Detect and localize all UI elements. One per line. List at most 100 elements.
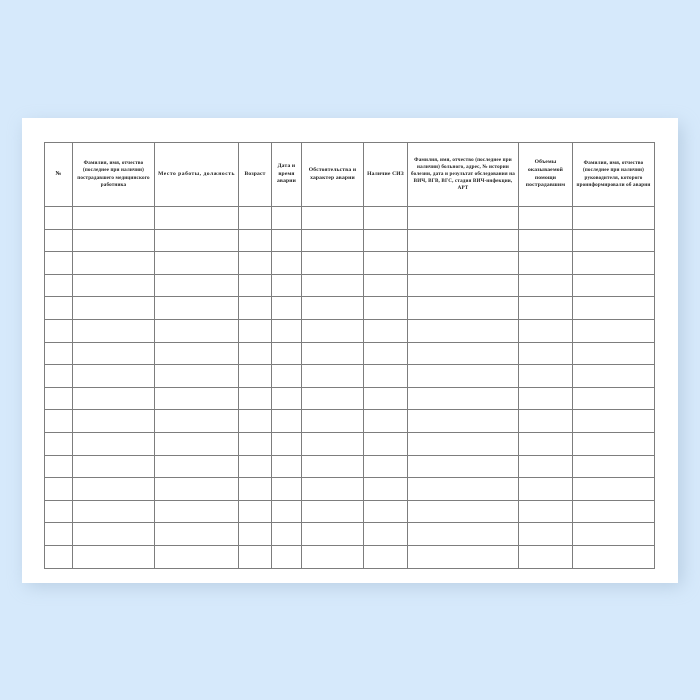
table-cell-ppe[interactable] xyxy=(363,431,408,456)
table-cell-chief_name[interactable] xyxy=(572,386,655,411)
table-cell-num[interactable] xyxy=(44,206,73,230)
table-cell-workplace[interactable] xyxy=(154,386,239,411)
table-cell-patient_info[interactable] xyxy=(407,499,519,524)
table-cell-patient_info[interactable] xyxy=(407,251,519,275)
table-cell-aid_volume[interactable] xyxy=(518,251,573,275)
table-cell-datetime[interactable] xyxy=(271,296,302,320)
table-cell-age[interactable] xyxy=(238,522,272,546)
table-cell-worker_name[interactable] xyxy=(72,364,155,388)
table-cell-patient_info[interactable] xyxy=(407,409,519,433)
table-cell-circumstances[interactable] xyxy=(301,228,364,253)
table-cell-aid_volume[interactable] xyxy=(518,318,573,343)
table-cell-datetime[interactable] xyxy=(271,431,302,456)
table-cell-chief_name[interactable] xyxy=(572,409,655,433)
table-cell-worker_name[interactable] xyxy=(72,386,155,411)
table-cell-datetime[interactable] xyxy=(271,522,302,546)
table-cell-worker_name[interactable] xyxy=(72,296,155,320)
table-cell-workplace[interactable] xyxy=(154,431,239,456)
table-cell-aid_volume[interactable] xyxy=(518,273,573,298)
table-cell-age[interactable] xyxy=(238,409,272,433)
table-cell-age[interactable] xyxy=(238,341,272,366)
table-cell-patient_info[interactable] xyxy=(407,206,519,230)
table-cell-age[interactable] xyxy=(238,318,272,343)
table-cell-ppe[interactable] xyxy=(363,273,408,298)
table-cell-workplace[interactable] xyxy=(154,364,239,388)
table-cell-aid_volume[interactable] xyxy=(518,206,573,230)
table-cell-datetime[interactable] xyxy=(271,454,302,479)
table-cell-ppe[interactable] xyxy=(363,296,408,320)
table-cell-chief_name[interactable] xyxy=(572,228,655,253)
table-cell-num[interactable] xyxy=(44,251,73,275)
table-cell-num[interactable] xyxy=(44,386,73,411)
table-cell-ppe[interactable] xyxy=(363,409,408,433)
table-cell-age[interactable] xyxy=(238,273,272,298)
table-cell-datetime[interactable] xyxy=(271,477,302,501)
table-cell-patient_info[interactable] xyxy=(407,386,519,411)
table-cell-circumstances[interactable] xyxy=(301,318,364,343)
table-cell-num[interactable] xyxy=(44,318,73,343)
table-row[interactable] xyxy=(44,341,655,366)
table-cell-patient_info[interactable] xyxy=(407,341,519,366)
table-cell-circumstances[interactable] xyxy=(301,522,364,546)
table-cell-patient_info[interactable] xyxy=(407,318,519,343)
table-cell-chief_name[interactable] xyxy=(572,454,655,479)
table-cell-ppe[interactable] xyxy=(363,341,408,366)
table-cell-aid_volume[interactable] xyxy=(518,296,573,320)
table-cell-patient_info[interactable] xyxy=(407,454,519,479)
table-row[interactable] xyxy=(44,228,655,253)
table-cell-worker_name[interactable] xyxy=(72,544,155,569)
table-cell-chief_name[interactable] xyxy=(572,364,655,388)
table-cell-chief_name[interactable] xyxy=(572,499,655,524)
table-cell-datetime[interactable] xyxy=(271,206,302,230)
table-cell-chief_name[interactable] xyxy=(572,296,655,320)
table-cell-workplace[interactable] xyxy=(154,544,239,569)
table-cell-patient_info[interactable] xyxy=(407,364,519,388)
table-cell-chief_name[interactable] xyxy=(572,206,655,230)
table-row[interactable] xyxy=(44,409,655,433)
table-cell-circumstances[interactable] xyxy=(301,251,364,275)
table-cell-aid_volume[interactable] xyxy=(518,544,573,569)
table-cell-age[interactable] xyxy=(238,228,272,253)
table-cell-worker_name[interactable] xyxy=(72,431,155,456)
table-cell-age[interactable] xyxy=(238,206,272,230)
table-cell-aid_volume[interactable] xyxy=(518,386,573,411)
table-cell-workplace[interactable] xyxy=(154,522,239,546)
table-cell-num[interactable] xyxy=(44,409,73,433)
table-cell-ppe[interactable] xyxy=(363,206,408,230)
table-row[interactable] xyxy=(44,296,655,320)
table-cell-workplace[interactable] xyxy=(154,409,239,433)
table-cell-aid_volume[interactable] xyxy=(518,499,573,524)
table-cell-circumstances[interactable] xyxy=(301,364,364,388)
table-row[interactable] xyxy=(44,206,655,230)
table-cell-workplace[interactable] xyxy=(154,251,239,275)
table-cell-workplace[interactable] xyxy=(154,499,239,524)
table-cell-worker_name[interactable] xyxy=(72,409,155,433)
table-cell-datetime[interactable] xyxy=(271,499,302,524)
table-cell-num[interactable] xyxy=(44,522,73,546)
table-cell-worker_name[interactable] xyxy=(72,228,155,253)
table-cell-workplace[interactable] xyxy=(154,228,239,253)
table-cell-workplace[interactable] xyxy=(154,296,239,320)
table-row[interactable] xyxy=(44,431,655,456)
table-cell-ppe[interactable] xyxy=(363,251,408,275)
table-cell-circumstances[interactable] xyxy=(301,499,364,524)
table-cell-worker_name[interactable] xyxy=(72,273,155,298)
table-cell-patient_info[interactable] xyxy=(407,228,519,253)
table-cell-num[interactable] xyxy=(44,296,73,320)
table-cell-circumstances[interactable] xyxy=(301,341,364,366)
table-cell-age[interactable] xyxy=(238,251,272,275)
table-cell-datetime[interactable] xyxy=(271,364,302,388)
table-cell-num[interactable] xyxy=(44,499,73,524)
table-cell-workplace[interactable] xyxy=(154,477,239,501)
table-cell-circumstances[interactable] xyxy=(301,431,364,456)
table-cell-chief_name[interactable] xyxy=(572,544,655,569)
table-cell-aid_volume[interactable] xyxy=(518,431,573,456)
table-cell-ppe[interactable] xyxy=(363,454,408,479)
table-cell-num[interactable] xyxy=(44,273,73,298)
table-row[interactable] xyxy=(44,251,655,275)
table-row[interactable] xyxy=(44,273,655,298)
table-cell-worker_name[interactable] xyxy=(72,318,155,343)
table-cell-worker_name[interactable] xyxy=(72,477,155,501)
table-cell-num[interactable] xyxy=(44,431,73,456)
table-cell-datetime[interactable] xyxy=(271,386,302,411)
